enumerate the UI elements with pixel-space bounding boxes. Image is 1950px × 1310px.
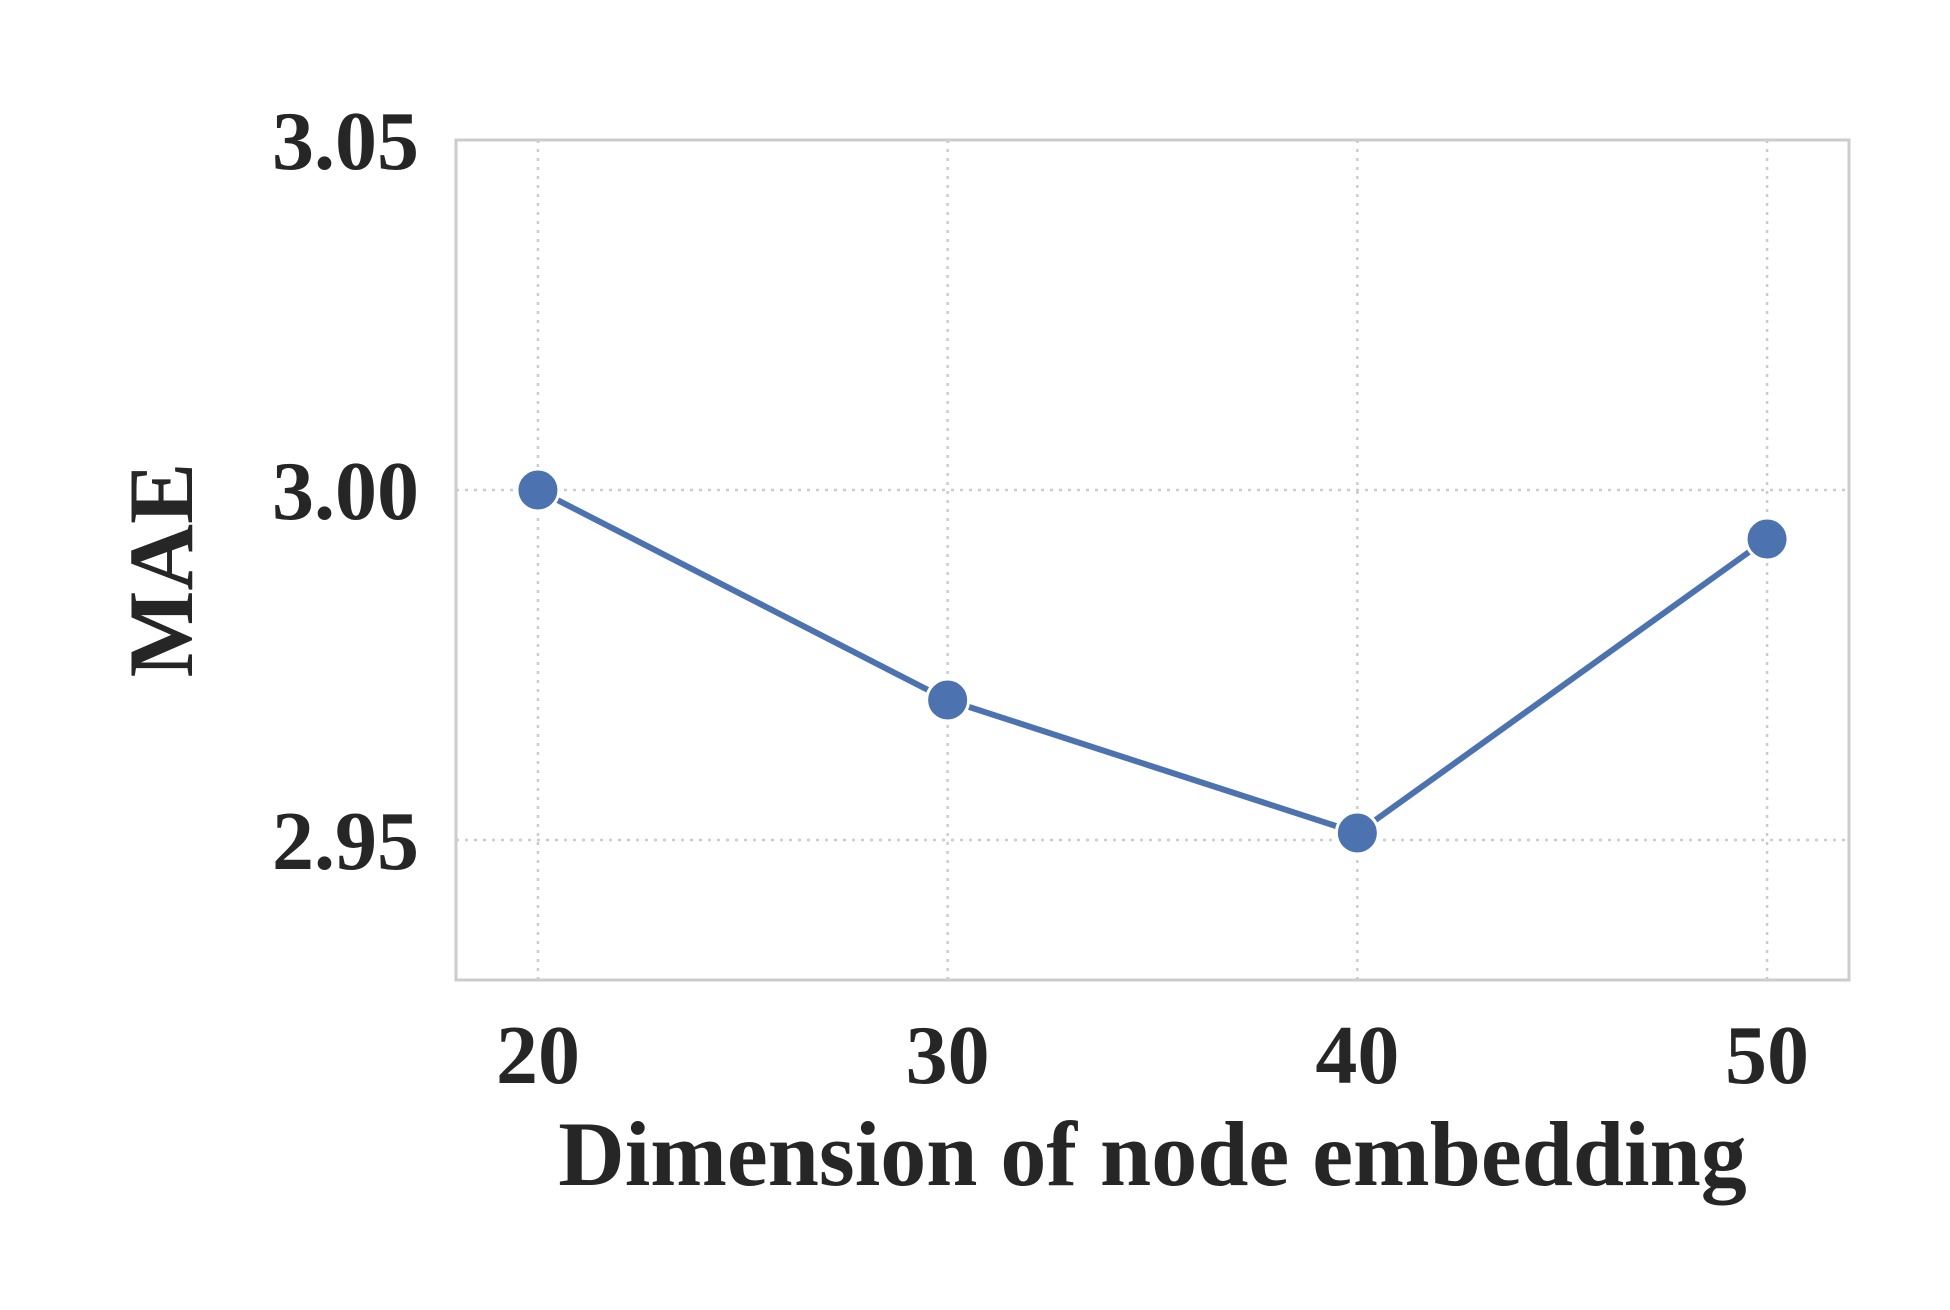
series-layer (515, 467, 1790, 856)
x-tick-label: 30 (906, 1009, 990, 1102)
data-point (1744, 516, 1790, 562)
x-tick-label: 20 (496, 1009, 580, 1102)
series-line (536, 487, 1769, 836)
y-tick-label: 3.00 (272, 445, 419, 538)
y-tick-label: 3.05 (272, 95, 419, 188)
x-tick-label: 40 (1315, 1009, 1399, 1102)
x-tick-label: 50 (1725, 1009, 1809, 1102)
y-tick-label: 2.95 (272, 795, 419, 888)
x-axis-title: Dimension of node embedding (558, 1103, 1747, 1205)
data-point (925, 677, 971, 723)
grid (456, 138, 1849, 980)
data-point (515, 467, 561, 513)
y-axis-title: MAE (110, 463, 212, 678)
data-point (1334, 810, 1380, 856)
plot-frame (454, 138, 1851, 982)
tick-labels: 20 30 40 50 2.95 3.00 3.05 (272, 95, 1809, 1102)
